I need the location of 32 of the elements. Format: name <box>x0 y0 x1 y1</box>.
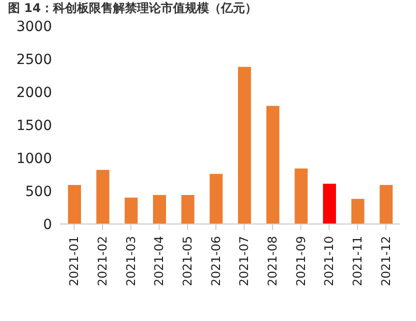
y-tick-label: 2500 <box>16 52 52 68</box>
x-tick-label: 2021-12 <box>378 236 393 286</box>
bar <box>238 66 251 224</box>
bar <box>210 174 223 224</box>
x-tick-label: 2021-07 <box>237 236 252 286</box>
bar <box>266 106 280 224</box>
y-tick-label: 0 <box>43 216 52 233</box>
x-tick-label: 2021-01 <box>67 236 82 286</box>
x-tick-label: 2021-05 <box>180 236 194 286</box>
y-tick-label: 1500 <box>16 118 52 134</box>
y-tick-label: 1000 <box>16 150 52 167</box>
x-tick-label: 2021-11 <box>350 236 364 286</box>
x-tick-label: 2021-03 <box>124 236 138 286</box>
x-tick-label: 2021-10 <box>322 236 336 286</box>
y-tick-label: 3000 <box>16 18 52 35</box>
x-tick-label: 2021-06 <box>208 236 223 286</box>
bar <box>153 194 166 224</box>
x-tick-label: 2021-04 <box>152 236 166 286</box>
bar <box>323 184 336 224</box>
bar <box>96 170 110 224</box>
y-tick-label: 500 <box>25 184 52 200</box>
y-tick-label: 2000 <box>16 84 52 101</box>
x-tick-label: 2021-02 <box>96 236 110 286</box>
bar <box>68 185 81 224</box>
bar <box>124 198 138 224</box>
x-tick-label: 2021-08 <box>266 236 280 286</box>
x-tick-label: 2021-09 <box>294 236 308 286</box>
bar <box>181 194 194 224</box>
chart-title: 图 14：科创板限售解禁理论市值规模（亿元） <box>8 0 258 16</box>
bar <box>380 185 393 224</box>
bar <box>294 168 308 224</box>
bar <box>351 198 364 224</box>
